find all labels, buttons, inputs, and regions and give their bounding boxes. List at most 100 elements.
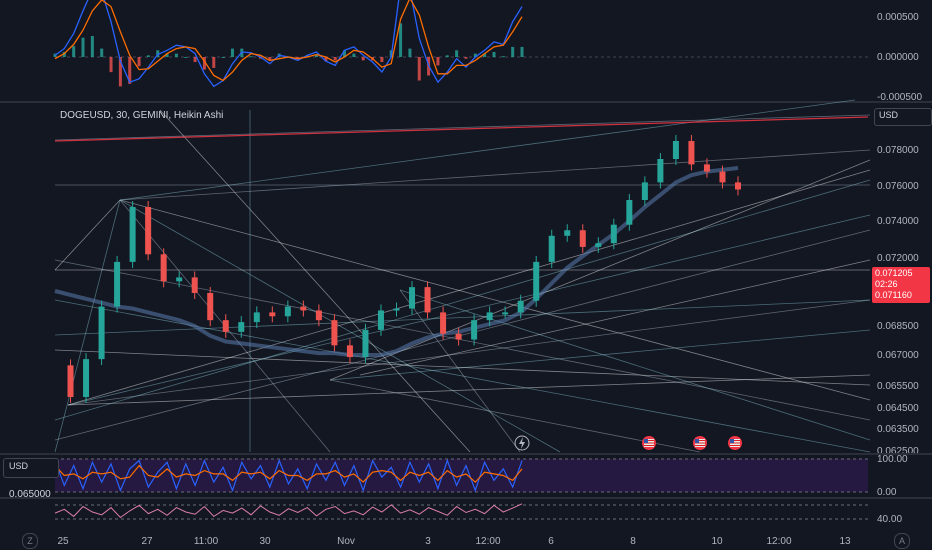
us-flag-icon[interactable] [693, 436, 707, 450]
fan-line [119, 199, 871, 401]
price-tick-label: 0.068500 [877, 321, 919, 332]
candle-body [253, 312, 260, 323]
macd-signal-line [54, 0, 523, 82]
price-tick-label: 0.067000 [877, 350, 919, 361]
time-axis-area[interactable] [0, 530, 932, 550]
candle-body [191, 277, 198, 293]
candle-body [641, 182, 648, 200]
flash-icon[interactable] [514, 435, 530, 451]
fan-line [159, 109, 471, 453]
candle-body [83, 359, 90, 397]
overlay-line [54, 166, 739, 357]
price-tick-label: 0.078000 [877, 145, 919, 156]
rsi-axis: 40.00 [877, 514, 902, 525]
fan-line [329, 329, 871, 381]
us-flag-icon[interactable] [642, 436, 656, 450]
price-tick-label: 0.063500 [877, 424, 919, 435]
fan-line [67, 169, 871, 406]
candle-body [502, 312, 509, 315]
macd-histogram-bar [62, 51, 66, 57]
candle-body [610, 224, 617, 244]
candle-body [222, 320, 229, 332]
event-markers[interactable] [514, 435, 742, 451]
candle-body [688, 141, 695, 165]
fan-line [119, 99, 856, 201]
fan-line [54, 299, 871, 336]
time-tick-label: 30 [259, 536, 271, 547]
macd-tick-label: 0.000000 [877, 52, 919, 63]
stochastic-axis: 100.00 0.00 [877, 454, 908, 498]
candle-body [114, 261, 121, 307]
macd-histogram-bar [296, 57, 300, 59]
candle-body [300, 306, 307, 311]
time-tick-label: 12:00 [766, 536, 791, 547]
candle-body [207, 292, 214, 321]
macd-histogram-bar [455, 50, 459, 57]
stochastic-currency-selector[interactable]: USD [3, 458, 59, 478]
price-pane[interactable]: 0.078000 0.076000 0.074000 0.072000 0.068500… [54, 99, 919, 457]
candle-body [626, 200, 633, 225]
auto-scale-button[interactable]: A [894, 533, 910, 549]
time-tick-label: 25 [57, 536, 69, 547]
macd-pane[interactable]: 0.000500 0.000000 -0.000500 [53, 0, 923, 103]
pane-separator-stochastic[interactable] [0, 497, 932, 499]
price-currency-selector[interactable]: USD [874, 108, 932, 126]
macd-histogram-bar [221, 57, 225, 58]
bar-countdown: 02:26 [875, 279, 898, 289]
macd-histogram-bar [202, 57, 206, 70]
macd-histogram-bar [305, 55, 309, 57]
time-tick-label: 6 [548, 536, 554, 547]
time-tick-label: 13 [839, 536, 851, 547]
fan-line [67, 214, 871, 406]
fan-line [54, 199, 121, 453]
macd-histogram-bar [230, 48, 234, 57]
time-tick-label: 11:00 [194, 536, 219, 547]
macd-histogram-bar [361, 57, 365, 61]
stochastic-d-line [54, 464, 523, 483]
macd-histogram-bar [268, 57, 272, 61]
macd-histogram-bar [212, 57, 216, 68]
macd-histogram-bar [184, 57, 188, 58]
time-axis[interactable]: 25 27 11:00 30 Nov 3 12:00 6 8 10 12:00 13 [57, 536, 851, 547]
macd-histogram-bar [464, 57, 468, 59]
candle-body [129, 207, 136, 262]
macd-histogram-bar [501, 56, 505, 58]
macd-histogram-bar [408, 48, 412, 57]
candle-body [703, 164, 710, 172]
macd-histogram-bar [324, 57, 328, 62]
last-price: 0.071205 [875, 268, 913, 278]
price-tick-label: 0.064500 [877, 403, 919, 414]
macd-lines [54, 0, 523, 88]
rsi-pane[interactable]: 40.00 [54, 503, 902, 525]
macd-histogram-bar [118, 57, 122, 87]
price-tick-label: 0.062500 [877, 446, 919, 457]
price-overlay [54, 166, 739, 357]
macd-histogram-bar [436, 57, 440, 66]
fan-line [399, 289, 871, 441]
price-tick-label: 0.074000 [877, 216, 919, 227]
pane-separator-macd[interactable] [0, 101, 932, 103]
drawing-fan-lines [54, 99, 871, 453]
fan-line [359, 259, 871, 376]
macd-histogram-bar [146, 55, 150, 57]
fan-line [54, 114, 871, 141]
candle-body [284, 306, 291, 317]
stochastic-pane[interactable]: 100.00 0.00 [54, 454, 908, 498]
pane-separator-price[interactable] [0, 453, 932, 455]
rsi-line [54, 503, 523, 519]
us-flag-icon[interactable] [728, 436, 742, 450]
candle-body [331, 320, 338, 346]
candle-body [67, 365, 74, 397]
macd-histogram-bar [81, 37, 85, 57]
stochastic-tick-label: 100.00 [877, 454, 908, 465]
candle-body [595, 243, 602, 247]
candle-body [517, 300, 524, 313]
fan-line [54, 199, 121, 271]
timezone-z-button[interactable]: Z [22, 533, 38, 549]
resistance-line [54, 116, 869, 142]
candle-body [393, 308, 400, 311]
fan-line [54, 229, 871, 441]
stochastic-lines [54, 458, 523, 493]
